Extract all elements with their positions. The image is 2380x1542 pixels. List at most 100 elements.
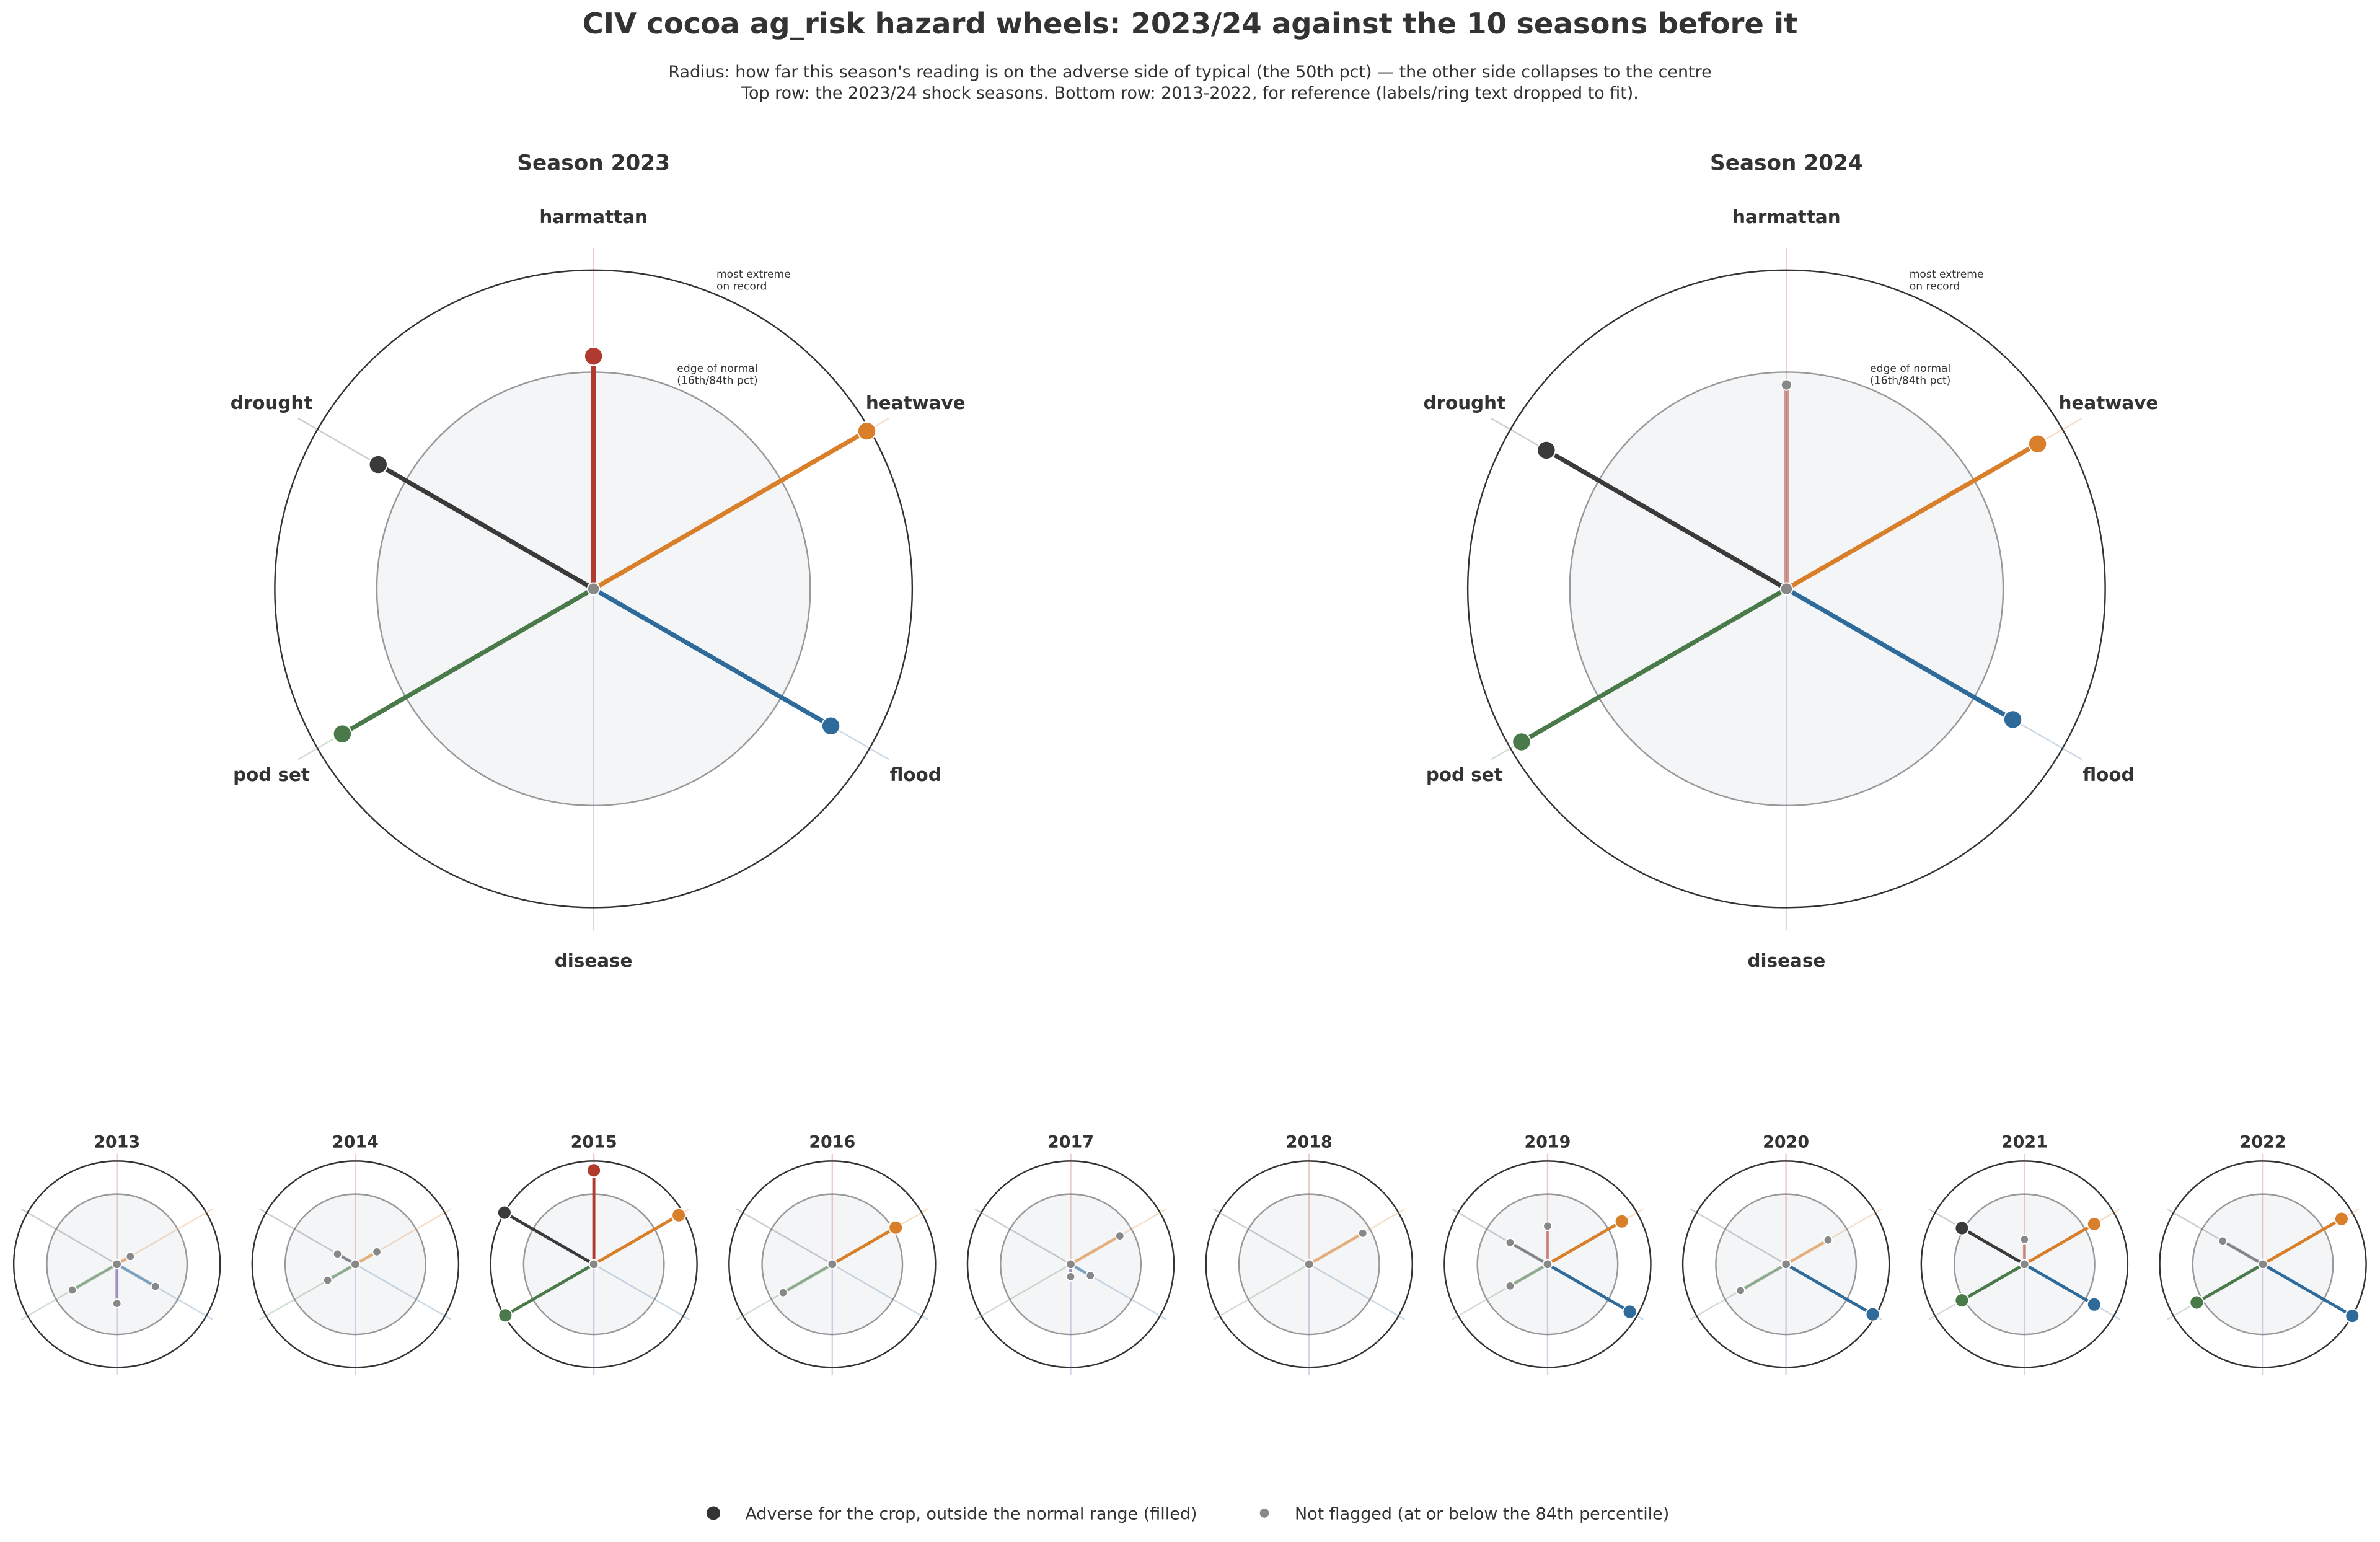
value-line [1520, 586, 1788, 744]
center-dot [1065, 1259, 1076, 1270]
value-dot [671, 1207, 687, 1223]
value-dot [888, 1220, 904, 1235]
radar-panel: 2016 [728, 1132, 937, 1375]
ring-label: on record [716, 281, 767, 293]
value-dot [2189, 1295, 2205, 1310]
value-dot [2086, 1216, 2102, 1231]
value-line [1961, 1262, 2025, 1302]
value-dot [2019, 1235, 2030, 1245]
center-dot [586, 582, 601, 596]
value-line [2262, 1217, 2343, 1266]
radar-panel: 2022 [2159, 1132, 2367, 1375]
value-dot [2027, 434, 2048, 454]
value-dot [821, 716, 841, 736]
value-dot [150, 1281, 161, 1292]
hazard-label: drought [231, 392, 313, 413]
outer-ring [274, 269, 914, 909]
value-line [831, 1226, 897, 1266]
value-line [1509, 1241, 1549, 1266]
value-line [1070, 1234, 1121, 1266]
outer-ring [2159, 1160, 2367, 1368]
center-dot [588, 1259, 599, 1270]
hazard-label: pod set [233, 764, 310, 785]
value-line [341, 586, 595, 736]
spoke [1213, 1208, 1310, 1265]
value-line [2024, 1222, 2096, 1266]
ring-label: most extreme [716, 268, 791, 281]
radar-panel: 2014 [251, 1132, 460, 1375]
panel-title: 2017 [1047, 1132, 1094, 1152]
value-dot [368, 454, 388, 475]
value-dot [67, 1285, 77, 1295]
spoke [20, 1208, 118, 1265]
center-dot [827, 1259, 838, 1270]
value-line [1509, 1262, 1549, 1287]
spoke [832, 1263, 928, 1321]
panel-title: Season 2024 [1710, 151, 1863, 175]
value-dot [1780, 379, 1792, 391]
value-line [1785, 441, 2039, 591]
value-dot [1823, 1235, 1833, 1245]
value-line [377, 462, 595, 591]
value-dot [583, 346, 604, 366]
radar-panel: 2015 [490, 1132, 698, 1375]
value-line [592, 429, 868, 591]
ring-label: (16th/84th pct) [1870, 375, 1950, 387]
value-line [2221, 1240, 2264, 1266]
value-line [327, 1262, 356, 1282]
legend-label: Adverse for the crop, outside the normal… [745, 1504, 1197, 1523]
hazard-label: harmattan [1732, 206, 1840, 227]
panel-title: 2013 [94, 1132, 140, 1152]
panel-title: Season 2023 [517, 151, 670, 175]
outer-ring [1443, 1160, 1652, 1368]
center-dot [2257, 1259, 2268, 1270]
panel-title: 2018 [1286, 1132, 1333, 1152]
legend-marker [707, 1506, 721, 1520]
value-line [116, 1262, 156, 1288]
hazard-label: harmattan [539, 206, 647, 227]
center-dot [350, 1259, 361, 1270]
value-dot [1512, 732, 1532, 752]
ring-label: edge of normal [1870, 363, 1950, 375]
value-dot [1622, 1304, 1637, 1320]
spoke [1308, 1263, 1406, 1321]
radar-panel: Season 2024 harmattan heatwave flood disease… [1424, 151, 2159, 971]
subtitle: Radius: how far this season's reading is… [668, 63, 1711, 82]
value-line [593, 1214, 680, 1266]
center-dot [1779, 582, 1794, 596]
value-line [1546, 1262, 1631, 1313]
value-line [505, 1262, 595, 1317]
hazard-label: disease [555, 950, 633, 971]
value-dot [2086, 1297, 2102, 1312]
radar-panel: 2018 [1205, 1132, 1413, 1375]
outer-ring [1920, 1160, 2129, 1368]
value-line [2024, 1262, 2096, 1306]
value-dot [496, 1205, 512, 1220]
value-line [2262, 1262, 2353, 1318]
value-line [503, 1211, 595, 1266]
spoke [1213, 1263, 1310, 1321]
value-dot [2334, 1211, 2349, 1227]
value-dot [1954, 1293, 1970, 1308]
value-dot [112, 1298, 122, 1308]
value-dot [125, 1251, 136, 1262]
spoke [736, 1208, 833, 1265]
hazard-label: heatwave [866, 392, 966, 413]
value-line [782, 1262, 834, 1294]
value-dot [372, 1247, 382, 1257]
value-line [1545, 448, 1788, 591]
value-dot [498, 1308, 513, 1323]
outer-ring [490, 1160, 698, 1368]
radar-panel: 2021 [1920, 1132, 2129, 1375]
outer-ring [966, 1160, 1175, 1368]
value-dot [1543, 1221, 1553, 1231]
hazard-label: heatwave [2059, 392, 2159, 413]
subtitle: Top row: the 2023/24 shock seasons. Bott… [741, 84, 1639, 103]
hazard-label: flood [2082, 764, 2134, 785]
panel-title: 2021 [2001, 1132, 2048, 1152]
hazard-label: flood [890, 764, 941, 785]
value-dot [1085, 1271, 1096, 1281]
value-dot [1614, 1214, 1629, 1229]
value-dot [1505, 1280, 1515, 1291]
